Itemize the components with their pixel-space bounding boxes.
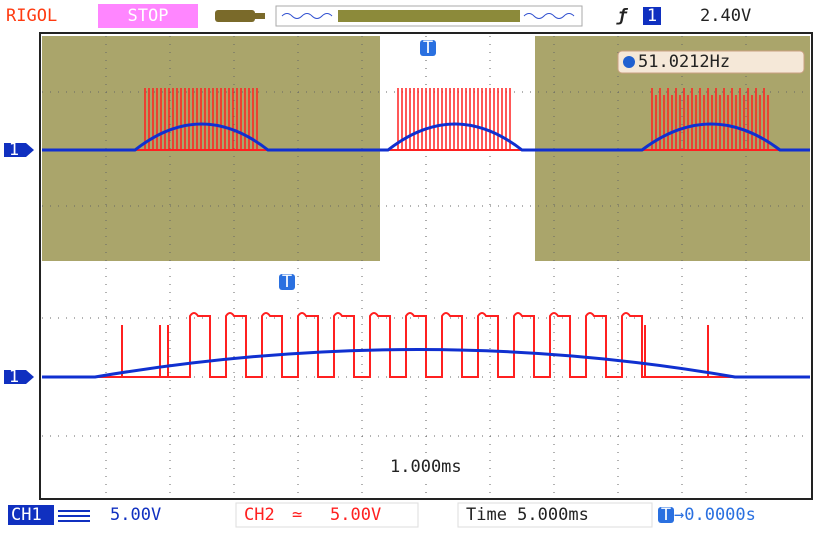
ch1-label: CH1 xyxy=(11,505,42,525)
brand: RIGOL xyxy=(6,6,57,26)
memory-window xyxy=(338,10,520,22)
zoom-timebase: 1.000ms xyxy=(390,457,462,477)
ch2-scale: 5.00V xyxy=(330,505,381,525)
trigger-marker: T xyxy=(282,272,292,292)
memory-icon xyxy=(215,10,255,22)
memory-icon-tip xyxy=(255,13,265,19)
ch1-scale: 5.00V xyxy=(110,505,161,525)
scope-screen: RIGOL STOP ƒ 1 2.40V 51.0212Hz T T 1 1 1… xyxy=(0,0,826,534)
ch2-coupling: ≃ xyxy=(292,505,302,525)
trigger-level: 2.40V xyxy=(700,6,751,26)
trigger-marker: T xyxy=(423,38,433,58)
trigger-channel: 1 xyxy=(647,6,657,26)
timebase: Time 5.000ms xyxy=(466,505,589,525)
ch2-label: CH2 xyxy=(244,505,275,525)
status: STOP xyxy=(128,6,169,26)
offset: →0.0000s xyxy=(674,505,756,525)
frequency-icon xyxy=(623,56,635,68)
page: RIGOL STOP ƒ 1 2.40V 51.0212Hz T T 1 1 1… xyxy=(0,0,826,534)
channel-marker: 1 xyxy=(9,140,19,160)
offset-marker: T xyxy=(661,505,671,525)
channel-marker: 1 xyxy=(9,367,19,387)
frequency: 51.0212Hz xyxy=(638,52,730,72)
edge-icon: ƒ xyxy=(616,6,629,26)
